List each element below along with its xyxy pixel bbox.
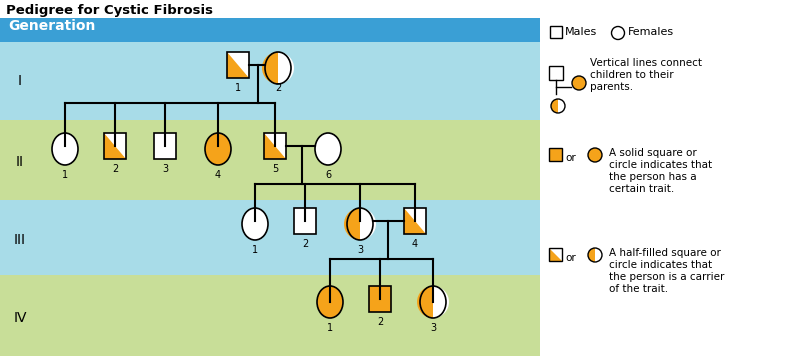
Text: 2: 2 [275,83,281,93]
Text: A half-filled square or: A half-filled square or [609,248,721,258]
Wedge shape [417,286,433,318]
Wedge shape [433,286,449,318]
Wedge shape [278,52,294,84]
Text: 4: 4 [215,170,221,180]
Polygon shape [263,50,278,86]
Text: or: or [565,253,576,263]
Bar [549,148,562,161]
Polygon shape [550,98,558,114]
Text: 2: 2 [302,239,308,249]
Ellipse shape [611,26,625,40]
Text: 1: 1 [252,245,258,255]
Bar [264,133,286,159]
Ellipse shape [242,208,268,240]
Bar [264,133,286,159]
Polygon shape [418,284,433,320]
Text: IV: IV [14,311,26,325]
Bar [369,286,391,312]
Wedge shape [344,208,360,240]
Text: parents.: parents. [590,82,633,92]
Ellipse shape [588,148,602,162]
Text: 2: 2 [112,164,118,174]
Bar [104,133,126,159]
Ellipse shape [588,248,602,262]
Polygon shape [227,52,249,78]
Text: Vertical lines connect: Vertical lines connect [590,58,702,68]
Text: or: or [565,153,576,163]
Text: A solid square or: A solid square or [609,148,697,158]
Ellipse shape [551,99,565,113]
Polygon shape [587,247,595,263]
Bar [550,26,562,38]
Bar [154,133,176,159]
Text: 1: 1 [62,170,68,180]
Text: Females: Females [628,27,674,37]
Ellipse shape [52,133,78,165]
Bar [549,248,562,261]
Text: 2: 2 [377,317,383,327]
Ellipse shape [420,286,446,318]
Polygon shape [104,133,126,159]
Wedge shape [262,52,278,84]
Text: 3: 3 [162,164,168,174]
Bar [104,133,126,159]
Ellipse shape [315,133,341,165]
Text: I: I [18,74,22,88]
Ellipse shape [265,52,291,84]
Text: 5: 5 [272,164,278,174]
Text: children to their: children to their [590,70,674,80]
Polygon shape [549,248,562,261]
Text: 3: 3 [357,245,363,255]
Bar [404,208,426,234]
Text: the person is a carrier: the person is a carrier [609,272,724,282]
Text: Generation: Generation [8,19,95,33]
Ellipse shape [347,208,373,240]
Text: 6: 6 [325,170,331,180]
Ellipse shape [347,208,373,240]
Text: certain trait.: certain trait. [609,184,674,194]
Text: Pedigree for Cystic Fibrosis: Pedigree for Cystic Fibrosis [6,4,213,17]
Ellipse shape [317,286,343,318]
Bar [0,18,540,42]
Text: 1: 1 [327,323,333,333]
Text: III: III [14,233,26,247]
Text: of the trait.: of the trait. [609,284,668,294]
Bar [227,52,249,78]
Bar [0,42,540,120]
Polygon shape [264,133,286,159]
Text: circle indicates that: circle indicates that [609,160,712,170]
Bar [0,200,540,275]
Bar [0,275,540,356]
Ellipse shape [420,286,446,318]
Bar [227,52,249,78]
Bar [404,208,426,234]
Bar [540,0,800,356]
Wedge shape [360,208,376,240]
Polygon shape [345,206,360,242]
Text: 1: 1 [235,83,241,93]
Bar [549,66,563,80]
Bar [294,208,316,234]
Ellipse shape [265,52,291,84]
Text: II: II [16,155,24,169]
Polygon shape [404,208,426,234]
Bar [0,120,540,200]
Text: Males: Males [565,27,598,37]
Text: 3: 3 [430,323,436,333]
Bar [549,248,562,261]
Text: 4: 4 [412,239,418,249]
Ellipse shape [205,133,231,165]
Ellipse shape [572,76,586,90]
Text: the person has a: the person has a [609,172,697,182]
Text: circle indicates that: circle indicates that [609,260,712,270]
